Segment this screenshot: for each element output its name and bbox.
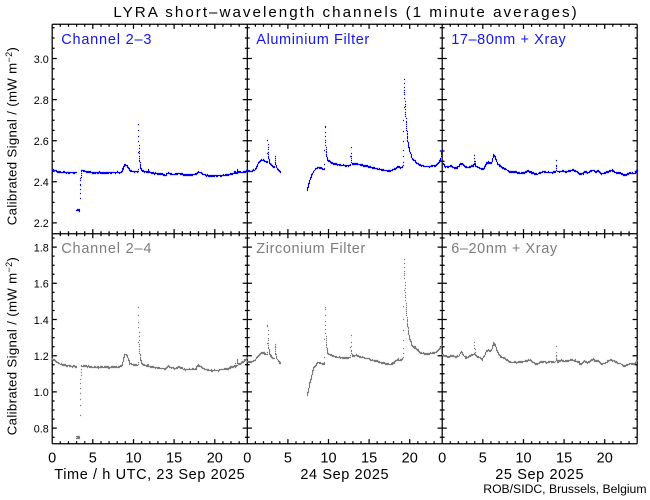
svg-text:20: 20 [207, 451, 223, 467]
svg-text:5: 5 [284, 451, 292, 467]
svg-text:5: 5 [89, 451, 97, 467]
svg-text:15: 15 [361, 451, 377, 467]
svg-text:1.4: 1.4 [34, 315, 49, 327]
svg-text:10: 10 [320, 451, 336, 467]
svg-text:3.0: 3.0 [34, 54, 49, 66]
svg-text:2.6: 2.6 [34, 136, 49, 148]
svg-text:Calibrated Signal / (mW m−2): Calibrated Signal / (mW m−2) [4, 257, 20, 435]
svg-text:5: 5 [479, 451, 487, 467]
svg-text:2.4: 2.4 [34, 177, 49, 189]
svg-text:0: 0 [438, 451, 446, 467]
svg-text:15: 15 [166, 451, 182, 467]
svg-text:10: 10 [515, 451, 531, 467]
svg-text:24 Sep 2025: 24 Sep 2025 [300, 467, 389, 483]
svg-text:1.2: 1.2 [34, 351, 49, 363]
svg-text:6–20nm + Xray: 6–20nm + Xray [451, 241, 558, 257]
svg-text:0: 0 [243, 451, 251, 467]
svg-text:LYRA short–wavelength channels: LYRA short–wavelength channels (1 minute… [113, 4, 578, 21]
svg-text:Time / h UTC, 23 Sep 2025: Time / h UTC, 23 Sep 2025 [54, 467, 245, 483]
svg-text:Aluminium Filter: Aluminium Filter [256, 32, 370, 48]
svg-text:0: 0 [48, 451, 56, 467]
svg-text:15: 15 [556, 451, 572, 467]
svg-text:20: 20 [597, 451, 613, 467]
svg-text:1.8: 1.8 [34, 242, 49, 254]
svg-text:17–80nm + Xray: 17–80nm + Xray [451, 32, 566, 48]
svg-text:2.2: 2.2 [34, 218, 49, 230]
svg-text:20: 20 [402, 451, 418, 467]
svg-text:0.8: 0.8 [34, 423, 49, 435]
svg-text:1.0: 1.0 [34, 387, 49, 399]
svg-text:1.6: 1.6 [34, 279, 49, 291]
svg-text:Calibrated Signal / (mW m−2): Calibrated Signal / (mW m−2) [4, 47, 20, 225]
svg-text:2.8: 2.8 [34, 95, 49, 107]
svg-text:10: 10 [125, 451, 141, 467]
svg-text:Channel 2–3: Channel 2–3 [61, 32, 152, 48]
svg-text:Channel 2–4: Channel 2–4 [61, 241, 152, 257]
svg-text:Zirconium Filter: Zirconium Filter [256, 241, 366, 257]
svg-text:25 Sep 2025: 25 Sep 2025 [495, 467, 584, 483]
svg-text:ROB/SIDC, Brussels, Belgium: ROB/SIDC, Brussels, Belgium [483, 482, 646, 496]
